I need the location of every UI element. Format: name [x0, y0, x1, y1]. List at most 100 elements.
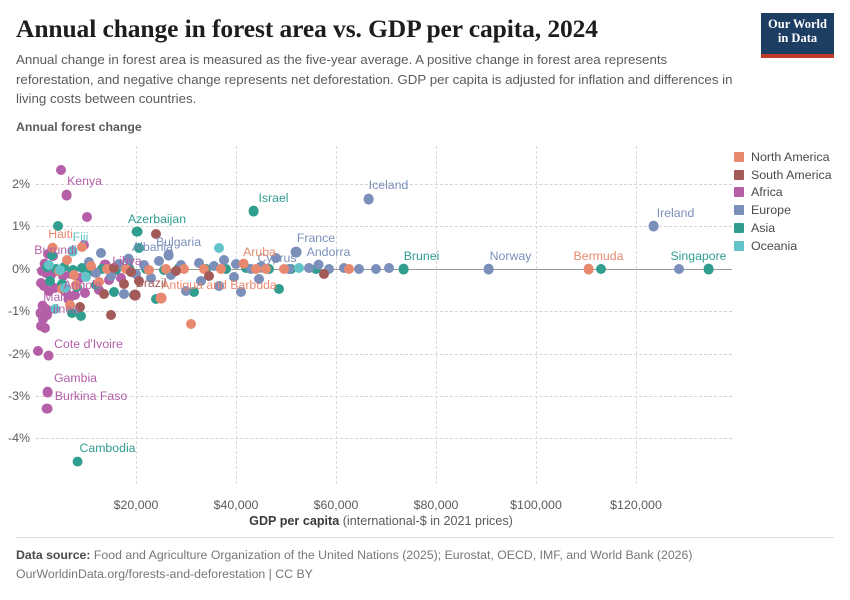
data-point[interactable]: [293, 262, 304, 273]
data-point[interactable]: [86, 261, 96, 272]
data-point[interactable]: [383, 262, 394, 273]
data-point[interactable]: [261, 263, 271, 274]
data-point[interactable]: [273, 284, 284, 295]
data-point[interactable]: [76, 262, 87, 273]
data-point[interactable]: [129, 289, 141, 301]
data-point[interactable]: [40, 323, 50, 334]
data-point[interactable]: [50, 282, 60, 293]
legend-item-oceania[interactable]: Oceania: [734, 237, 846, 255]
data-point[interactable]: [353, 263, 364, 274]
data-point[interactable]: [68, 264, 78, 275]
data-point[interactable]: [143, 264, 154, 275]
data-point[interactable]: [62, 255, 72, 266]
data-point[interactable]: [58, 271, 68, 282]
data-point[interactable]: [126, 267, 136, 278]
data-point[interactable]: [203, 271, 214, 282]
data-point[interactable]: [70, 290, 80, 301]
data-point[interactable]: [673, 263, 684, 274]
data-point[interactable]: [76, 311, 86, 322]
data-point[interactable]: [583, 263, 594, 275]
legend-item-europe[interactable]: Europe: [734, 201, 846, 219]
data-point[interactable]: [60, 282, 70, 293]
data-point[interactable]: [77, 241, 87, 252]
data-point[interactable]: [41, 403, 53, 414]
data-point[interactable]: [46, 250, 57, 261]
data-point[interactable]: [251, 263, 261, 274]
data-point[interactable]: [35, 307, 47, 319]
data-point[interactable]: [106, 309, 116, 320]
data-point[interactable]: [74, 273, 85, 284]
data-point[interactable]: [98, 289, 109, 300]
data-point[interactable]: [52, 220, 63, 231]
data-point[interactable]: [69, 270, 79, 281]
data-point[interactable]: [82, 212, 92, 223]
data-point[interactable]: [96, 247, 106, 258]
data-point[interactable]: [138, 260, 149, 271]
data-point[interactable]: [131, 268, 141, 279]
data-point[interactable]: [313, 259, 324, 270]
data-point[interactable]: [290, 246, 302, 258]
data-point[interactable]: [116, 272, 126, 283]
data-point[interactable]: [253, 274, 264, 285]
data-point[interactable]: [283, 263, 294, 274]
legend-item-asia[interactable]: Asia: [734, 219, 846, 237]
data-point[interactable]: [118, 289, 129, 300]
legend-item-south-america[interactable]: South America: [734, 166, 846, 184]
data-point[interactable]: [483, 263, 494, 275]
data-point[interactable]: [181, 285, 191, 296]
data-point[interactable]: [371, 263, 381, 274]
data-point[interactable]: [133, 276, 144, 287]
data-point[interactable]: [32, 346, 43, 357]
legend-item-africa[interactable]: Africa: [734, 184, 846, 202]
data-point[interactable]: [67, 245, 78, 257]
data-point[interactable]: [196, 276, 206, 287]
data-point[interactable]: [213, 242, 224, 253]
data-point[interactable]: [47, 242, 58, 253]
data-point[interactable]: [71, 279, 81, 290]
data-point[interactable]: [648, 221, 659, 232]
data-point[interactable]: [188, 287, 199, 298]
data-point[interactable]: [44, 285, 54, 296]
data-point[interactable]: [271, 253, 281, 264]
data-point[interactable]: [218, 255, 229, 266]
owid-logo[interactable]: Our World in Data: [761, 13, 834, 58]
data-point[interactable]: [123, 254, 134, 265]
data-point[interactable]: [163, 249, 174, 261]
data-point[interactable]: [155, 293, 167, 304]
legend-item-north-america[interactable]: North America: [734, 148, 846, 166]
data-point[interactable]: [72, 456, 83, 467]
data-point[interactable]: [171, 265, 181, 276]
data-point[interactable]: [81, 272, 91, 283]
data-point[interactable]: [133, 243, 144, 254]
data-point[interactable]: [55, 264, 65, 275]
data-point[interactable]: [38, 313, 49, 324]
data-point[interactable]: [106, 271, 116, 282]
data-point[interactable]: [161, 263, 171, 274]
data-point[interactable]: [213, 280, 224, 291]
data-point[interactable]: [186, 318, 196, 329]
data-point[interactable]: [178, 263, 189, 274]
data-point[interactable]: [228, 272, 239, 283]
data-point[interactable]: [193, 257, 204, 268]
data-point[interactable]: [343, 263, 354, 274]
data-point[interactable]: [45, 276, 55, 287]
data-point[interactable]: [75, 301, 85, 312]
data-point[interactable]: [236, 287, 246, 298]
data-point[interactable]: [113, 258, 124, 269]
data-point[interactable]: [278, 263, 289, 274]
data-point[interactable]: [146, 273, 156, 284]
data-point[interactable]: [102, 263, 112, 274]
data-point[interactable]: [45, 269, 56, 280]
data-point[interactable]: [151, 229, 161, 240]
data-point[interactable]: [208, 261, 219, 272]
data-point[interactable]: [216, 263, 226, 274]
data-point[interactable]: [318, 268, 329, 279]
data-point[interactable]: [398, 263, 409, 275]
data-point[interactable]: [91, 268, 101, 279]
data-point[interactable]: [166, 270, 176, 281]
data-point[interactable]: [108, 287, 119, 298]
data-point[interactable]: [65, 299, 75, 310]
data-point[interactable]: [198, 263, 209, 274]
data-point[interactable]: [56, 165, 66, 176]
data-point[interactable]: [248, 205, 259, 217]
